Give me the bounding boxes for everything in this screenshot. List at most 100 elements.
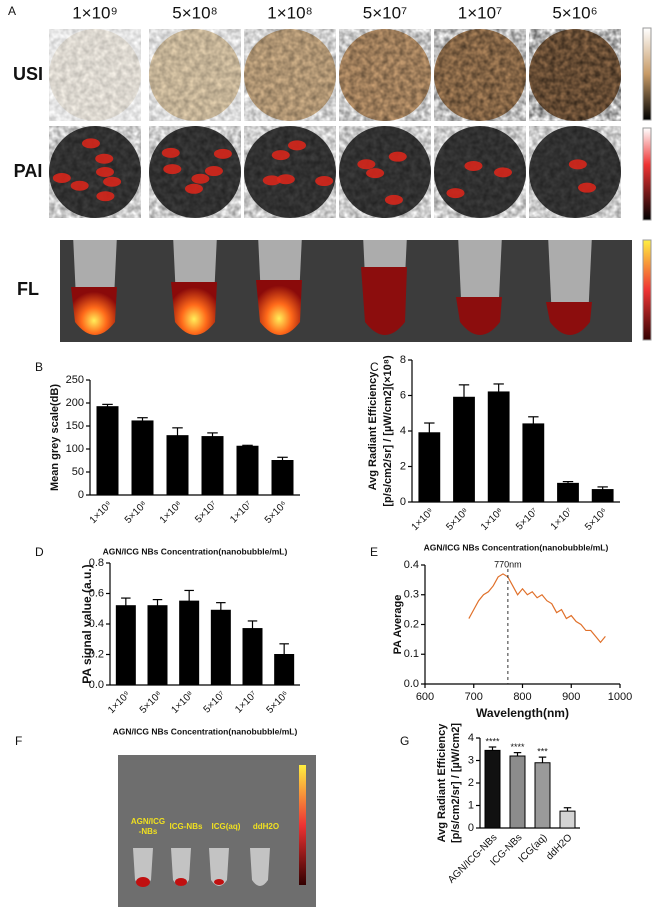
y-tick-label: 0.4 bbox=[89, 618, 104, 630]
x-axis-label: AGN/ICG NBs Concentration(nanobubble/mL) bbox=[103, 546, 288, 556]
bar bbox=[522, 423, 545, 503]
y-tick-label: 0.2 bbox=[89, 648, 104, 660]
y-axis-label: Mean grey scale(dB) bbox=[49, 384, 61, 491]
y-tick-label: 150 bbox=[66, 420, 84, 432]
pai-texture bbox=[434, 126, 526, 218]
fl-signal bbox=[456, 297, 502, 335]
bar bbox=[179, 600, 200, 686]
y-tick-label: 0.8 bbox=[89, 557, 104, 569]
panel-label: F bbox=[15, 734, 22, 748]
column-label: 5×10⁶ bbox=[552, 3, 597, 22]
tube bbox=[209, 848, 229, 886]
fl-signal bbox=[71, 287, 117, 335]
panel-label: A bbox=[8, 4, 16, 18]
bar bbox=[557, 482, 579, 503]
pai-signal bbox=[446, 188, 465, 199]
bar bbox=[96, 406, 119, 496]
x-axis-label: AGN/ICG NBs Concentration(nanobubble/mL) bbox=[424, 542, 609, 552]
y-tick-label: 0.6 bbox=[89, 587, 104, 599]
pai-signal bbox=[96, 167, 114, 177]
bar bbox=[115, 605, 136, 686]
bar bbox=[534, 762, 551, 829]
usi-texture bbox=[244, 29, 336, 121]
column-label: 1×10⁸ bbox=[267, 3, 312, 22]
bar bbox=[274, 654, 295, 686]
fl-image bbox=[60, 240, 632, 342]
bar bbox=[487, 391, 510, 503]
y-tick-label: 200 bbox=[66, 397, 84, 409]
pai-signal bbox=[103, 176, 122, 187]
bar bbox=[559, 810, 576, 829]
pai-texture bbox=[529, 126, 621, 218]
row-label: FL bbox=[17, 279, 39, 299]
usi-texture bbox=[339, 29, 431, 121]
x-tick-label: 1×10⁸ bbox=[169, 689, 196, 716]
x-tick-label: 5×10⁶ bbox=[263, 499, 290, 526]
photo-panel: AGN/ICG-NBs ICG-NBs ICG(aq) ddH2O bbox=[118, 755, 316, 907]
pai-signal bbox=[464, 160, 483, 171]
tube bbox=[250, 848, 270, 886]
bar bbox=[453, 396, 475, 503]
tube bbox=[133, 848, 153, 886]
pai-signal bbox=[578, 182, 597, 193]
colorbar bbox=[642, 239, 652, 341]
bar bbox=[242, 628, 263, 686]
significance: **** bbox=[485, 736, 500, 746]
bar bbox=[210, 609, 231, 686]
fl-signal bbox=[136, 877, 150, 887]
y-tick-label: 0.3 bbox=[404, 589, 419, 601]
annotation: 770nm bbox=[494, 559, 522, 569]
x-tick-label: 5×10⁶ bbox=[265, 689, 292, 716]
pai-signal bbox=[213, 148, 232, 159]
panel-label: G bbox=[400, 734, 409, 748]
x-tick-label: 5×10⁷ bbox=[202, 689, 229, 716]
pai-signal bbox=[96, 191, 115, 202]
bar bbox=[131, 420, 154, 496]
y-tick-label: 4 bbox=[468, 732, 474, 744]
y-tick-label: 0 bbox=[78, 489, 84, 501]
pai-signal bbox=[70, 180, 89, 191]
pai-signal bbox=[262, 175, 281, 186]
x-tick-label: 1×10⁷ bbox=[233, 689, 260, 716]
sample-label: ICG(aq) bbox=[212, 822, 241, 831]
pai-texture bbox=[49, 126, 141, 218]
y-axis-label: Avg Radiant Efficiency bbox=[367, 371, 379, 491]
pai-signal bbox=[357, 159, 376, 170]
sample-label: -NBs bbox=[139, 827, 158, 836]
x-tick-label: 1×10⁹ bbox=[106, 689, 133, 716]
x-tick-label: 1×10⁹ bbox=[88, 499, 115, 526]
y-tick-label: 2 bbox=[468, 777, 474, 789]
x-tick-label: 5×10⁶ bbox=[583, 506, 610, 533]
x-tick-label: 5×10⁷ bbox=[514, 506, 541, 533]
bar bbox=[271, 460, 294, 496]
fl-signal bbox=[175, 878, 187, 886]
y-axis-label: PA signal value (a.u.) bbox=[80, 564, 94, 683]
pai-signal bbox=[163, 164, 182, 175]
x-tick-label: 1×10⁸ bbox=[479, 506, 506, 533]
bar bbox=[418, 432, 441, 503]
usi-texture bbox=[149, 29, 241, 121]
panel-label: C bbox=[370, 360, 379, 374]
pai-signal bbox=[276, 174, 295, 185]
y-tick-label: 0.4 bbox=[404, 559, 419, 571]
fl-signal bbox=[171, 282, 217, 335]
y-tick-label: 8 bbox=[400, 354, 406, 366]
image-panel: 1×10⁹ 5×10⁸ 1×10⁸ 5×10⁷ 1×10⁷ 5×10⁶ USI PAI FL bbox=[13, 3, 652, 342]
y-tick-label: 0.0 bbox=[89, 679, 104, 691]
y-tick-label: 1 bbox=[468, 799, 474, 811]
pai-signal bbox=[493, 167, 512, 178]
y-tick-label: 4 bbox=[400, 425, 406, 437]
fl-signal bbox=[361, 267, 407, 335]
y-tick-label: 0.0 bbox=[404, 678, 419, 690]
y-axis-label: [p/s/cm2/sr] / [µW/cm2](×10⁸) bbox=[382, 355, 394, 507]
x-axis-label: Wavelength(nm) bbox=[476, 706, 569, 720]
column-label: 1×10⁹ bbox=[72, 3, 118, 22]
x-tick-label: 5×10⁸ bbox=[138, 689, 165, 716]
x-tick-label: 1×10⁸ bbox=[158, 499, 185, 526]
bar bbox=[484, 749, 501, 829]
y-tick-label: 6 bbox=[400, 389, 406, 401]
x-tick-label: 1000 bbox=[608, 691, 632, 703]
bar bbox=[201, 436, 224, 496]
colorbar bbox=[642, 127, 652, 221]
